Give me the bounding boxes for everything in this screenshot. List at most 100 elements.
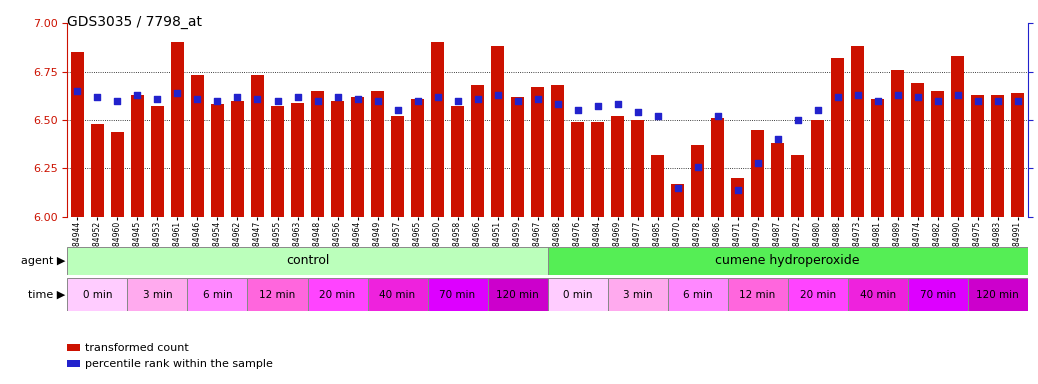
Point (469, 96, 486, 102)
Bar (591, 122, 604, 217)
Bar (691, 145, 704, 217)
Text: 70 min: 70 min (920, 290, 956, 300)
Bar (631, 120, 644, 217)
Text: GDS3035 / 7798_at: GDS3035 / 7798_at (67, 15, 202, 29)
Bar (991, 95, 1004, 217)
Bar (428, 278, 488, 311)
Bar (251, 75, 264, 217)
Point (70, 88, 86, 94)
Bar (551, 85, 564, 217)
Point (849, 92, 866, 98)
Point (269, 98, 285, 104)
Text: 0 min: 0 min (83, 290, 112, 300)
Bar (151, 106, 164, 217)
Text: 12 min: 12 min (739, 290, 775, 300)
Point (869, 98, 885, 104)
Point (670, 185, 686, 191)
Bar (188, 278, 247, 311)
Point (210, 98, 226, 104)
Bar (571, 122, 584, 217)
Point (149, 96, 166, 102)
Bar (488, 278, 548, 311)
Point (549, 101, 566, 108)
Point (529, 96, 546, 102)
Text: 20 min: 20 min (799, 290, 836, 300)
Point (890, 92, 906, 98)
Bar (431, 43, 444, 217)
Bar (972, 95, 984, 217)
Point (370, 98, 386, 104)
Point (290, 94, 306, 100)
Point (749, 160, 766, 166)
Point (449, 98, 466, 104)
Point (1009, 98, 1026, 104)
Point (969, 98, 986, 104)
Point (389, 107, 406, 113)
Text: 120 min: 120 min (977, 290, 1019, 300)
Text: percentile rank within the sample: percentile rank within the sample (85, 359, 273, 369)
Bar (1011, 93, 1025, 217)
Point (590, 103, 606, 109)
Bar (671, 184, 684, 217)
Point (909, 94, 926, 100)
Point (769, 136, 786, 142)
Text: time ▶: time ▶ (28, 290, 65, 300)
Bar (851, 46, 864, 217)
Bar (231, 101, 244, 217)
Text: 20 min: 20 min (320, 290, 356, 300)
Text: 6 min: 6 min (683, 290, 712, 300)
Text: 12 min: 12 min (260, 290, 296, 300)
Bar (128, 278, 188, 311)
Bar (951, 56, 964, 217)
Bar (491, 46, 504, 217)
Point (309, 98, 326, 104)
Bar (731, 178, 744, 217)
Bar (247, 278, 307, 311)
Bar (211, 104, 224, 217)
Text: 6 min: 6 min (202, 290, 233, 300)
Point (810, 107, 826, 113)
Point (189, 96, 206, 102)
Text: agent ▶: agent ▶ (21, 256, 65, 266)
Point (409, 98, 426, 104)
Bar (791, 155, 804, 217)
Bar (351, 97, 364, 217)
Bar (548, 247, 1028, 275)
Bar (71, 52, 84, 217)
Bar (111, 132, 124, 217)
Point (829, 94, 846, 100)
Bar (831, 58, 844, 217)
Text: 3 min: 3 min (623, 290, 652, 300)
Point (789, 117, 805, 123)
Bar (667, 278, 728, 311)
Text: 3 min: 3 min (142, 290, 172, 300)
Bar (67, 247, 548, 275)
Point (709, 113, 726, 119)
Bar (391, 116, 404, 217)
Bar (967, 278, 1028, 311)
Text: control: control (285, 254, 329, 267)
Bar (91, 124, 104, 217)
Point (989, 98, 1006, 104)
Point (229, 94, 246, 100)
Bar (452, 106, 464, 217)
Point (510, 98, 526, 104)
Bar (611, 116, 624, 217)
Bar (752, 130, 764, 217)
Bar (811, 120, 824, 217)
Bar (191, 75, 204, 217)
Text: 40 min: 40 min (859, 290, 896, 300)
Point (430, 94, 446, 100)
Bar (771, 143, 784, 217)
Bar (331, 101, 344, 217)
Bar (307, 278, 367, 311)
Point (950, 92, 966, 98)
Bar (891, 70, 904, 217)
Point (169, 90, 186, 96)
Bar (711, 118, 725, 217)
Text: 120 min: 120 min (496, 290, 539, 300)
Bar (171, 43, 184, 217)
Bar (548, 278, 607, 311)
Point (649, 113, 665, 119)
Point (929, 98, 946, 104)
